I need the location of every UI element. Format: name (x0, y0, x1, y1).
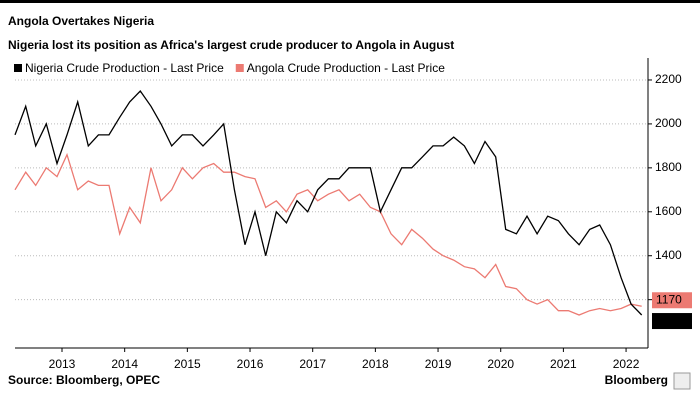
x-tick-label: 2017 (299, 357, 326, 371)
x-tick-label: 2020 (487, 357, 514, 371)
last-value-badge (652, 292, 692, 309)
x-tick-label: 2015 (174, 357, 201, 371)
series-line (14, 152, 642, 316)
x-tick-label: 2013 (49, 357, 76, 371)
chart-title: Angola Overtakes Nigeria (8, 14, 154, 28)
source: Source: Bloomberg, OPEC (8, 373, 160, 387)
y-tick-label: 1800 (655, 160, 682, 174)
x-tick-label: 2021 (550, 357, 577, 371)
legend-label: Nigeria Crude Production - Last Price (25, 61, 224, 75)
y-tick-label: 1600 (655, 204, 682, 218)
last-value-label: 1130 (656, 313, 682, 327)
brand-icon (673, 372, 691, 390)
x-tick-label: 2018 (362, 357, 389, 371)
y-tick-label: 2200 (655, 72, 682, 86)
top-rule (0, 0, 700, 3)
x-tick-label: 2022 (613, 357, 640, 371)
last-value-badge (652, 313, 692, 330)
last-value-label: 1170 (656, 292, 682, 306)
chart-subtitle: Nigeria lost its position as Africa's la… (8, 38, 454, 52)
x-tick-label: 2016 (237, 357, 264, 371)
series-line (14, 89, 643, 316)
y-tick-label: 2000 (655, 116, 682, 130)
x-tick-label: 2019 (425, 357, 452, 371)
legend-label: Angola Crude Production - Last Price (247, 61, 445, 75)
x-tick-label: 2014 (111, 357, 138, 371)
brand: Bloomberg (605, 373, 668, 387)
y-tick-label: 1400 (655, 248, 682, 262)
legend-swatch (235, 64, 244, 72)
legend-swatch (14, 64, 22, 72)
